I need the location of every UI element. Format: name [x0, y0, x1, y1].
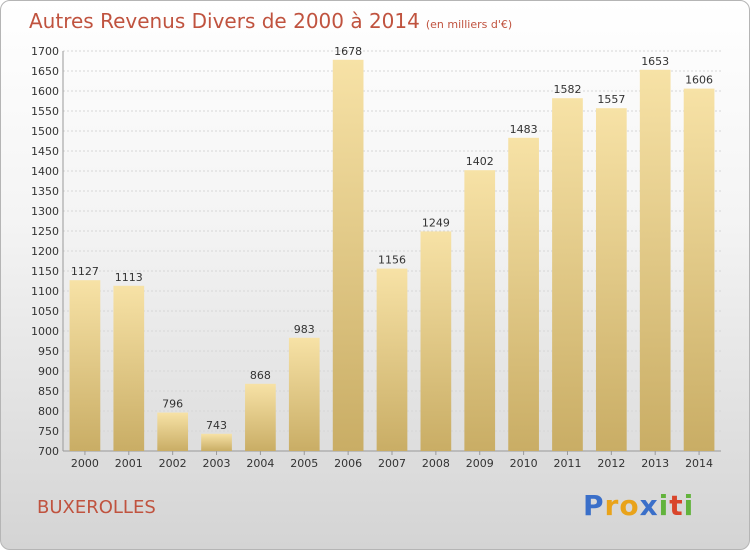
- y-tick-label: 850: [38, 385, 59, 398]
- proxiti-logo: Proxiti: [583, 489, 694, 522]
- x-tick-label: 2006: [334, 457, 362, 470]
- y-tick-label: 1400: [31, 165, 59, 178]
- logo-letter: r: [604, 489, 620, 522]
- x-tick-label: 2013: [641, 457, 669, 470]
- x-tick-label: 2001: [115, 457, 143, 470]
- x-tick-label: 2009: [466, 457, 494, 470]
- data-label: 1113: [115, 271, 143, 284]
- bar: [420, 231, 452, 451]
- data-label: 1557: [597, 93, 625, 106]
- logo-letter: x: [639, 489, 659, 522]
- y-tick-label: 1350: [31, 185, 59, 198]
- x-tick-label: 2002: [159, 457, 187, 470]
- data-label: 743: [206, 419, 227, 432]
- y-tick-label: 800: [38, 405, 59, 418]
- bar: [201, 433, 232, 451]
- y-tick-label: 1500: [31, 125, 59, 138]
- y-tick-label: 1150: [31, 265, 59, 278]
- bar: [639, 69, 671, 452]
- data-label: 1127: [71, 265, 99, 278]
- data-label: 796: [162, 398, 183, 411]
- bar: [332, 59, 364, 452]
- bar: [508, 137, 539, 452]
- y-tick-label: 1100: [31, 285, 59, 298]
- y-tick-label: 1050: [31, 305, 59, 318]
- bar: [595, 108, 627, 451]
- x-tick-label: 2005: [290, 457, 318, 470]
- bar: [245, 383, 276, 451]
- x-tick-label: 2012: [597, 457, 625, 470]
- bar: [288, 337, 320, 451]
- logo-letter: i: [683, 489, 695, 522]
- bar: [376, 268, 408, 451]
- x-tick-label: 2014: [685, 457, 713, 470]
- data-label: 1156: [378, 254, 406, 267]
- bar: [113, 285, 145, 451]
- data-label: 983: [294, 323, 315, 336]
- x-tick-label: 2008: [422, 457, 450, 470]
- x-tick-label: 2007: [378, 457, 406, 470]
- logo-letter: P: [583, 489, 605, 522]
- data-label: 1678: [334, 45, 362, 58]
- y-tick-label: 950: [38, 345, 59, 358]
- bar: [683, 88, 715, 451]
- x-tick-label: 2000: [71, 457, 99, 470]
- data-label: 1653: [641, 55, 669, 68]
- bar: [552, 98, 583, 451]
- y-tick-label: 1600: [31, 85, 59, 98]
- y-tick-label: 1700: [31, 45, 59, 58]
- data-label: 1582: [553, 83, 581, 96]
- data-label: 1249: [422, 216, 450, 229]
- y-tick-label: 900: [38, 365, 59, 378]
- x-tick-label: 2011: [553, 457, 581, 470]
- y-tick-label: 1300: [31, 205, 59, 218]
- x-tick-label: 2004: [246, 457, 274, 470]
- title-unit: (en milliers d'€): [425, 18, 513, 31]
- x-tick-label: 2003: [203, 457, 231, 470]
- bar: [464, 170, 496, 451]
- logo-letter: t: [669, 489, 684, 522]
- data-label: 1483: [510, 123, 538, 136]
- x-tick-label: 2010: [510, 457, 538, 470]
- data-label: 1402: [466, 155, 494, 168]
- y-tick-label: 700: [38, 445, 59, 458]
- chart-title: Autres Revenus Divers de 2000 à 2014 (en …: [29, 9, 512, 33]
- commune-name: BUXEROLLES: [37, 497, 156, 518]
- y-tick-label: 1450: [31, 145, 59, 158]
- y-tick-label: 1550: [31, 105, 59, 118]
- data-label: 1606: [685, 74, 713, 87]
- bar: [69, 280, 101, 451]
- y-tick-label: 750: [38, 425, 59, 438]
- logo-letter: o: [619, 489, 640, 522]
- y-tick-label: 1650: [31, 65, 59, 78]
- data-label: 868: [250, 369, 271, 382]
- y-tick-label: 1000: [31, 325, 59, 338]
- title-text: Autres Revenus Divers de 2000 à 2014: [29, 9, 420, 33]
- bar: [157, 412, 189, 451]
- y-tick-label: 1200: [31, 245, 59, 258]
- y-tick-label: 1250: [31, 225, 59, 238]
- logo-letter: i: [658, 489, 670, 522]
